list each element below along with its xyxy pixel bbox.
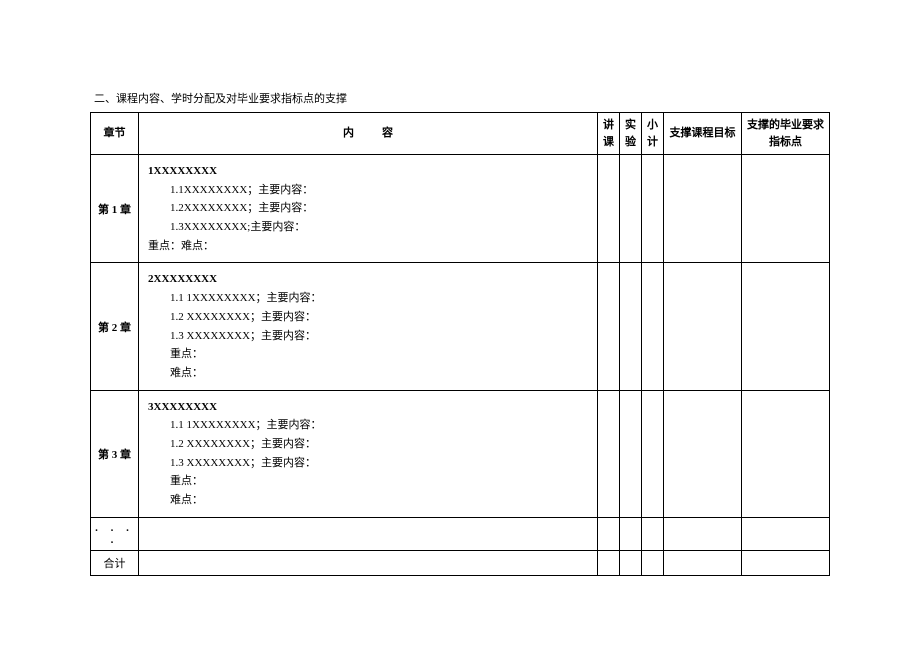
cell-lecture	[598, 155, 620, 263]
cell-grad-req	[742, 390, 830, 517]
cell-course-obj	[664, 390, 742, 517]
cell-lecture	[598, 550, 620, 575]
table-row: 第 3 章 3XXXXXXXX 1.1 1XXXXXXXX；主要内容： 1.2 …	[91, 390, 830, 517]
chapter-label: 第 2 章	[91, 263, 139, 390]
cell-course-obj	[664, 517, 742, 550]
header-subtotal-l1: 小	[647, 119, 658, 131]
header-subtotal-l2: 计	[647, 136, 658, 148]
cell-course-obj	[664, 550, 742, 575]
content-line: 1.1 1XXXXXXXX；主要内容：	[148, 289, 588, 308]
table-row-ellipsis: . . . .	[91, 517, 830, 550]
cell-course-obj	[664, 155, 742, 263]
chapter-content: 2XXXXXXXX 1.1 1XXXXXXXX；主要内容： 1.2 XXXXXX…	[139, 263, 598, 390]
cell-subtotal	[642, 263, 664, 390]
header-course-obj: 支撑课程目标	[664, 113, 742, 155]
table-row: 第 2 章 2XXXXXXXX 1.1 1XXXXXXXX；主要内容： 1.2 …	[91, 263, 830, 390]
content-difficulty: 难点：	[148, 364, 588, 383]
chapter-label: 第 3 章	[91, 390, 139, 517]
chapter-content: 1XXXXXXXX 1.1XXXXXXXX；主要内容： 1.2XXXXXXXX；…	[139, 155, 598, 263]
header-experiment-l2: 验	[625, 136, 636, 148]
chapter-label: 第 1 章	[91, 155, 139, 263]
content-title: 2XXXXXXXX	[148, 270, 588, 289]
header-lecture-l2: 课	[603, 136, 614, 148]
table-row: 第 1 章 1XXXXXXXX 1.1XXXXXXXX；主要内容： 1.2XXX…	[91, 155, 830, 263]
cell-lecture	[598, 517, 620, 550]
ellipsis-label: . . . .	[91, 517, 139, 550]
cell-subtotal	[642, 390, 664, 517]
header-grad-req: 支撑的毕业要求 指标点	[742, 113, 830, 155]
cell-lecture	[598, 390, 620, 517]
cell-content	[139, 550, 598, 575]
cell-subtotal	[642, 550, 664, 575]
cell-grad-req	[742, 517, 830, 550]
header-grad-req-l2: 指标点	[769, 136, 802, 148]
header-row: 章节 内容 讲 课 实 验 小 计 支撑课程目标 支撑的毕业要求 指标点	[91, 113, 830, 155]
content-line: 1.3 XXXXXXXX；主要内容：	[148, 327, 588, 346]
content-line: 1.3XXXXXXXX;主要内容：	[148, 218, 588, 237]
cell-lecture	[598, 263, 620, 390]
cell-subtotal	[642, 517, 664, 550]
content-title: 3XXXXXXXX	[148, 398, 588, 417]
header-chapter: 章节	[91, 113, 139, 155]
cell-content	[139, 517, 598, 550]
cell-grad-req	[742, 550, 830, 575]
content-line: 1.1 1XXXXXXXX；主要内容：	[148, 416, 588, 435]
content-difficulty: 难点：	[148, 491, 588, 510]
content-keydifficulty: 重点：难点：	[148, 237, 588, 256]
content-keypoint: 重点：	[148, 472, 588, 491]
cell-experiment	[620, 517, 642, 550]
content-keypoint: 重点：	[148, 345, 588, 364]
cell-course-obj	[664, 263, 742, 390]
section-title: 二、课程内容、学时分配及对毕业要求指标点的支撑	[90, 90, 830, 106]
cell-grad-req	[742, 263, 830, 390]
header-lecture-l1: 讲	[603, 119, 614, 131]
cell-experiment	[620, 390, 642, 517]
header-subtotal: 小 计	[642, 113, 664, 155]
content-line: 1.3 XXXXXXXX；主要内容：	[148, 454, 588, 473]
header-content: 内容	[139, 113, 598, 155]
cell-grad-req	[742, 155, 830, 263]
cell-experiment	[620, 550, 642, 575]
cell-experiment	[620, 263, 642, 390]
content-line: 1.2XXXXXXXX；主要内容：	[148, 199, 588, 218]
header-grad-req-l1: 支撑的毕业要求	[747, 119, 824, 131]
content-title: 1XXXXXXXX	[148, 162, 588, 181]
content-line: 1.2 XXXXXXXX；主要内容：	[148, 435, 588, 454]
table-row-total: 合计	[91, 550, 830, 575]
header-experiment-l1: 实	[625, 119, 636, 131]
course-table: 章节 内容 讲 课 实 验 小 计 支撑课程目标 支撑的毕业要求 指标点 第 1…	[90, 112, 830, 576]
total-label: 合计	[91, 550, 139, 575]
header-experiment: 实 验	[620, 113, 642, 155]
header-lecture: 讲 课	[598, 113, 620, 155]
cell-experiment	[620, 155, 642, 263]
content-line: 1.1XXXXXXXX；主要内容：	[148, 181, 588, 200]
content-line: 1.2 XXXXXXXX；主要内容：	[148, 308, 588, 327]
chapter-content: 3XXXXXXXX 1.1 1XXXXXXXX；主要内容： 1.2 XXXXXX…	[139, 390, 598, 517]
cell-subtotal	[642, 155, 664, 263]
